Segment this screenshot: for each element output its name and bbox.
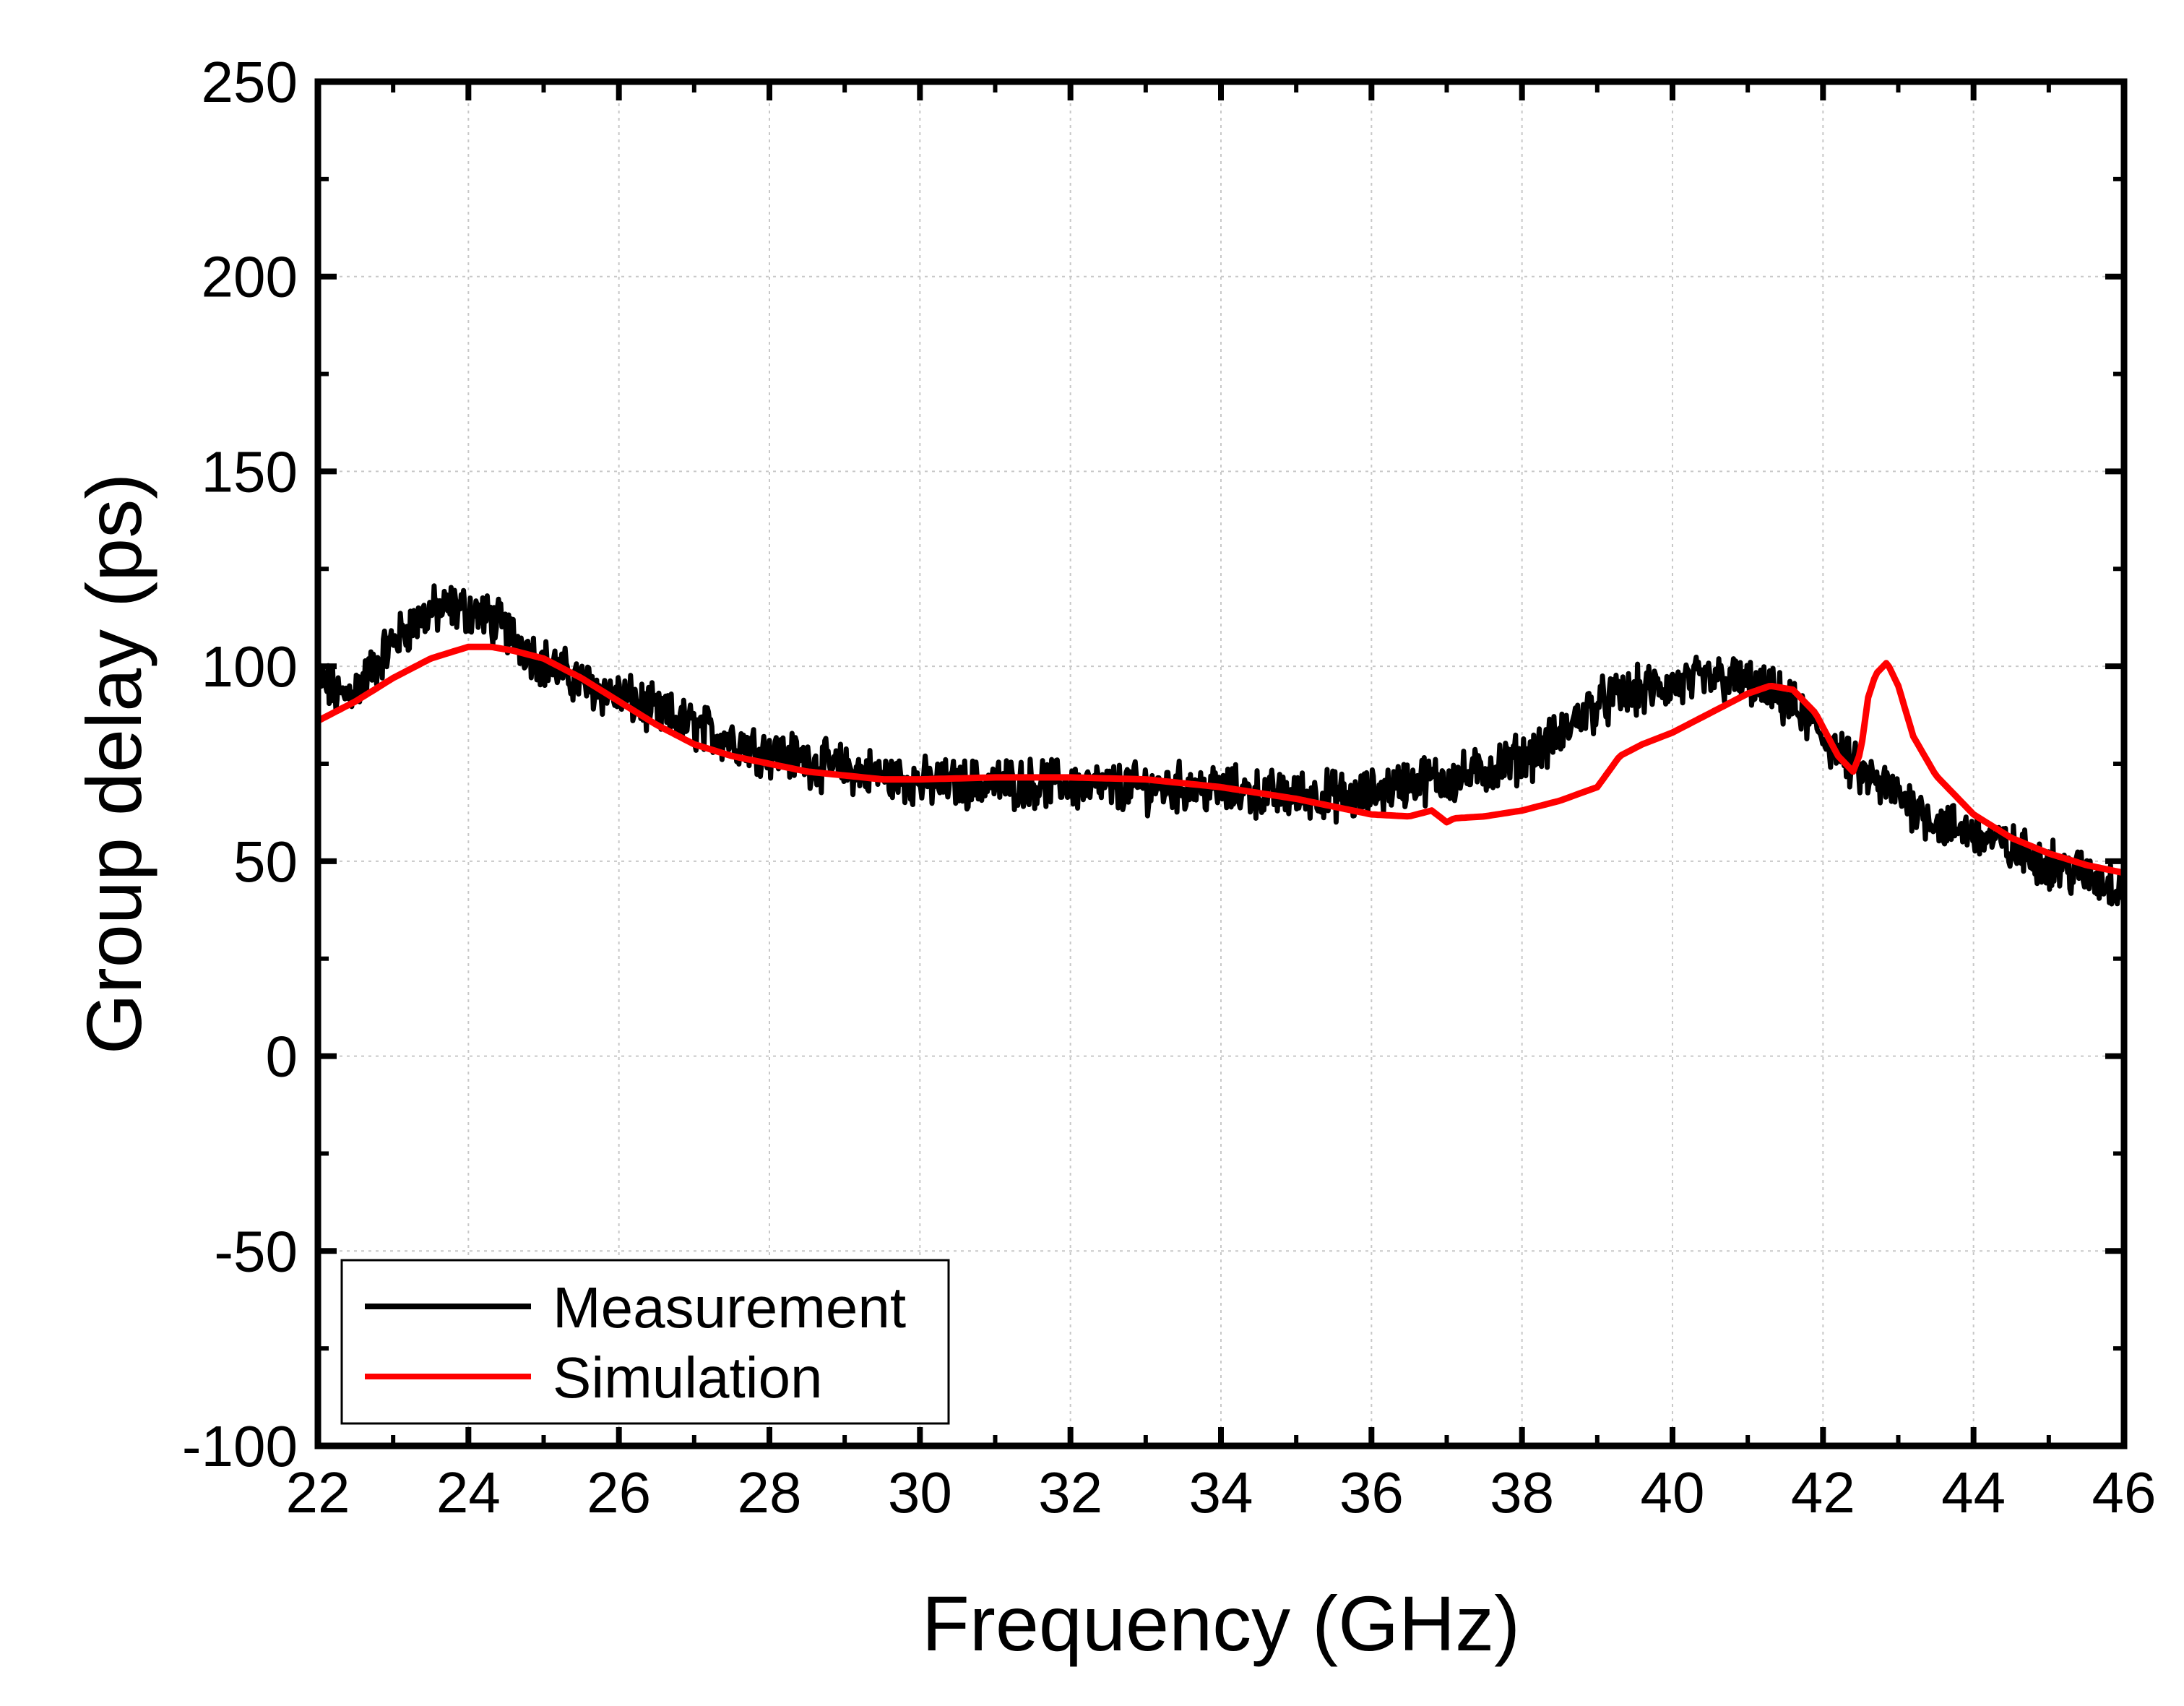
y-tick-label: 250 bbox=[202, 50, 298, 114]
x-tick-label: 34 bbox=[1189, 1460, 1253, 1525]
y-tick-label: 200 bbox=[202, 245, 298, 309]
y-tick-labels: -100 -50 0 50 100 150 200 250 bbox=[182, 50, 298, 1478]
legend-box bbox=[340, 1259, 950, 1425]
x-tick-label: 26 bbox=[587, 1460, 651, 1525]
x-tick-label: 22 bbox=[286, 1460, 350, 1525]
y-axis-title: Group delay (ps) bbox=[70, 473, 157, 1054]
legend-label-measurement: Measurement bbox=[553, 1275, 906, 1340]
tick-marks bbox=[315, 79, 2127, 1449]
simulation-line bbox=[314, 643, 2128, 876]
x-tick-label: 30 bbox=[888, 1460, 952, 1525]
legend: Measurement Simulation bbox=[340, 1259, 950, 1425]
x-tick-label: 46 bbox=[2092, 1460, 2157, 1525]
y-tick-label: -100 bbox=[182, 1414, 298, 1478]
grid bbox=[318, 82, 2124, 1446]
x-tick-label: 32 bbox=[1038, 1460, 1102, 1525]
x-tick-labels: 22 24 26 28 30 32 34 36 38 40 42 44 46 bbox=[286, 1460, 2157, 1525]
legend-label-simulation: Simulation bbox=[553, 1345, 823, 1410]
y-tick-label: -50 bbox=[214, 1219, 298, 1283]
x-tick-label: 24 bbox=[436, 1460, 501, 1525]
y-tick-label: 100 bbox=[202, 634, 298, 699]
x-tick-label: 40 bbox=[1641, 1460, 1705, 1525]
x-tick-label: 38 bbox=[1490, 1460, 1554, 1525]
x-tick-label: 36 bbox=[1339, 1460, 1404, 1525]
x-tick-label: 42 bbox=[1791, 1460, 1855, 1525]
y-tick-label: 50 bbox=[233, 830, 298, 894]
x-tick-label: 28 bbox=[738, 1460, 802, 1525]
y-tick-label: 0 bbox=[266, 1025, 298, 1089]
x-tick-label: 44 bbox=[1941, 1460, 2006, 1525]
series-layer bbox=[314, 583, 2128, 907]
x-axis-title: Frequency (GHz) bbox=[922, 1580, 1520, 1667]
y-tick-label: 150 bbox=[202, 439, 298, 504]
